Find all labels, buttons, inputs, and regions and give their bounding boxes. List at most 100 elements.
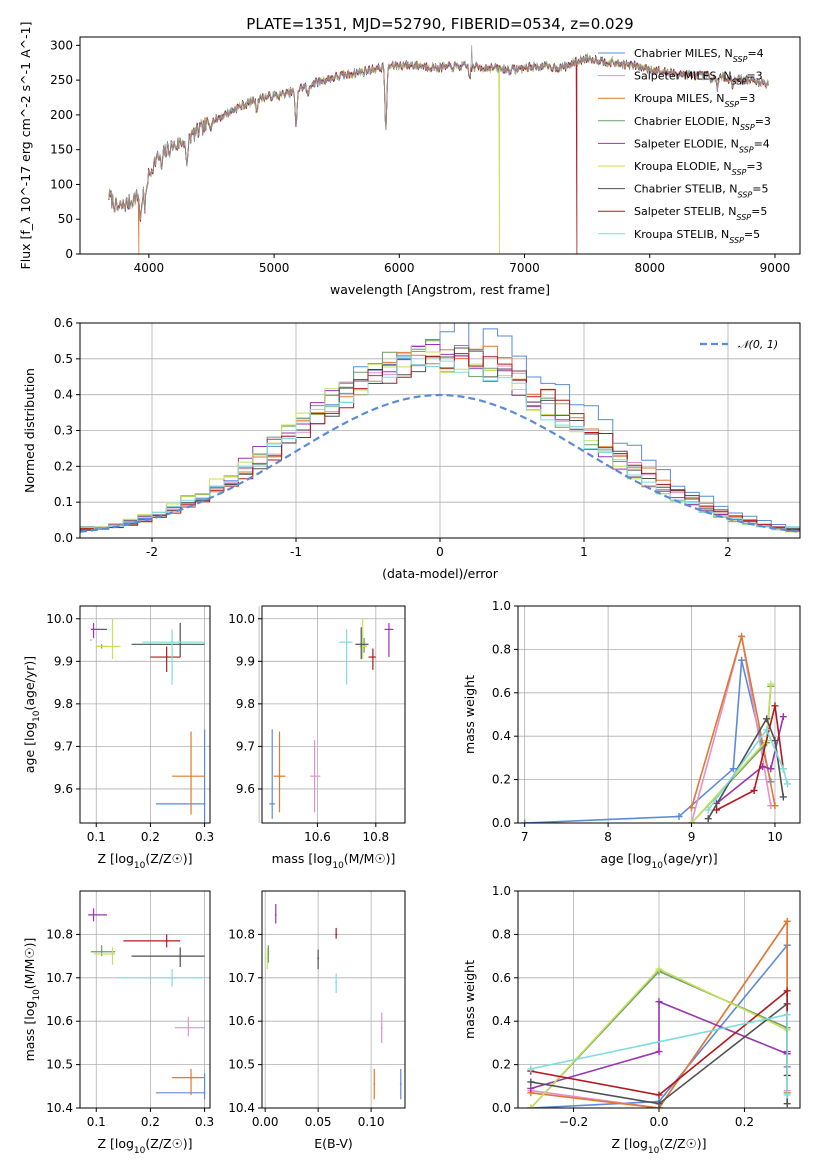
y-tick-label: 9.6	[236, 782, 255, 796]
legend-sub: SSP	[738, 190, 753, 199]
legend-entry: Kroupa ELODIE, NSSP=3	[634, 160, 763, 177]
x-tick-label: 0.1	[87, 1115, 106, 1129]
x-tick-label: 0.2	[141, 1115, 160, 1129]
label-sub: 10	[134, 861, 146, 871]
y-tick-label: 1.0	[492, 884, 511, 898]
data-point	[267, 953, 270, 955]
legend-entry: Salpeter MILES, NSSP=3	[634, 70, 763, 87]
legend-count: =4	[747, 47, 763, 60]
x-tick-label: 0.3	[195, 1115, 214, 1129]
spectrum-data-line	[108, 45, 769, 220]
data-point	[399, 1083, 402, 1086]
y-tick-label: 0.3	[54, 424, 73, 438]
mass-weight-marker	[655, 1100, 663, 1108]
label-part: (M/M☉)]	[22, 938, 37, 990]
mass-weight-marker	[713, 806, 721, 814]
label-part: Z [	[97, 851, 114, 866]
data-point	[89, 639, 92, 641]
legend-sub: SSP	[732, 77, 747, 86]
x-tick-label: 7000	[509, 261, 540, 275]
x-tick-label: 5000	[259, 261, 290, 275]
data-point	[313, 775, 316, 778]
panel-age_vs_mass: 10.6 10.8 9.6 9.7 9.8 9.9 10.0 mass [log10(M/M☉…	[228, 605, 406, 871]
data-point	[203, 802, 206, 805]
y-tick-label: 150	[50, 143, 73, 157]
mass-weight-marker	[763, 726, 771, 734]
axes-frame	[517, 890, 801, 1109]
residual-histogram	[80, 356, 800, 531]
y-tick-label: 0.4	[492, 729, 511, 743]
x-tick-label: 0.3	[195, 830, 214, 844]
x-axis-label: Z [log10(Z/Z☉)]	[97, 851, 192, 871]
x-tick-label: 0.00	[252, 1115, 279, 1129]
spectrum-model-line	[108, 55, 769, 254]
plot-area	[89, 618, 206, 823]
x-axis-label: (data-model)/error	[382, 566, 499, 581]
data-point	[92, 913, 95, 916]
x-tick-label: 9000	[760, 261, 791, 275]
y-axis-label: mass weight	[462, 675, 477, 754]
data-point	[373, 1083, 376, 1086]
x-tick-label: −0.2	[559, 1115, 588, 1129]
x-tick-label: 2	[724, 545, 732, 559]
y-tick-label: 10.5	[228, 1058, 255, 1072]
y-tick-label: 9.8	[236, 697, 255, 711]
label-part: wavelength [Angstrom, rest frame]	[330, 282, 550, 297]
data-point	[371, 656, 374, 658]
label-log: log	[22, 722, 37, 741]
data-point	[345, 641, 348, 644]
mass-weight-line	[690, 636, 776, 809]
mass-weight-marker	[783, 1100, 791, 1108]
y-tick-label: 0.6	[492, 686, 511, 700]
y-tick-label: 10.0	[46, 612, 73, 626]
x-tick-label: 0.0	[649, 1115, 668, 1129]
x-tick-label: 0	[436, 545, 444, 559]
x-tick-label: 10.6	[304, 830, 331, 844]
legend-sub: SSP	[724, 100, 739, 109]
y-tick-label: 10.8	[228, 927, 255, 941]
plot-area	[88, 908, 206, 1100]
legend-label: Chabrier MILES, N	[634, 47, 733, 60]
legend-label: Salpeter STELIB, N	[634, 205, 736, 218]
label-part: age [	[600, 851, 632, 866]
mass-weight-line	[707, 728, 789, 811]
label-part: mass weight	[462, 675, 477, 754]
y-tick-label: 10.4	[46, 1101, 73, 1115]
legend-sub: SSP	[732, 168, 747, 177]
label-sub: 10	[32, 710, 42, 722]
data-point	[165, 940, 168, 942]
label-part: (Z/Z☉)]	[659, 1136, 706, 1151]
plot-area	[269, 618, 394, 819]
mass-weight-marker	[704, 806, 712, 814]
data-point	[111, 953, 114, 955]
legend-count: =3	[746, 160, 762, 173]
panel-massweight_vs_Z: −0.2 0.0 0.2 0.0 0.2 0.4 0.6 0.8 1.0 Z [log10(Z/Z…	[462, 884, 801, 1156]
y-tick-label: 0.2	[492, 1058, 511, 1072]
mass-weight-marker	[655, 998, 663, 1006]
label-part: Flux [f_λ 10^-17 erg cm^-2 s^-1 A^-1]	[18, 22, 33, 270]
mass-weight-marker	[729, 765, 737, 773]
y-tick-label: 10.8	[46, 927, 73, 941]
mass-weight-marker	[783, 917, 791, 925]
axes-frame	[79, 36, 801, 255]
mass-weight-line	[524, 660, 772, 823]
figure-title: PLATE=1351, MJD=52790, FIBERID=0534, z=0…	[246, 15, 633, 33]
y-tick-label: 10.6	[46, 1014, 73, 1028]
x-tick-label: 4000	[134, 261, 165, 275]
data-point	[179, 955, 182, 957]
data-point	[274, 913, 277, 916]
y-tick-label: 0.6	[54, 316, 73, 330]
mass-weight-marker	[767, 680, 775, 688]
y-tick-label: 0.1	[54, 495, 73, 509]
legend-label: Chabrier STELIB, N	[634, 183, 738, 196]
label-part: age [	[22, 741, 37, 773]
x-tick-label: 10	[767, 830, 782, 844]
data-point	[111, 645, 114, 648]
mass-weight-marker	[655, 1048, 663, 1056]
plot-area	[266, 904, 402, 1100]
data-point	[203, 1091, 206, 1094]
plot-area	[527, 917, 791, 1108]
label-log: log	[632, 851, 651, 866]
mass-weight-marker	[783, 987, 791, 995]
label-part: mass [	[272, 851, 314, 866]
